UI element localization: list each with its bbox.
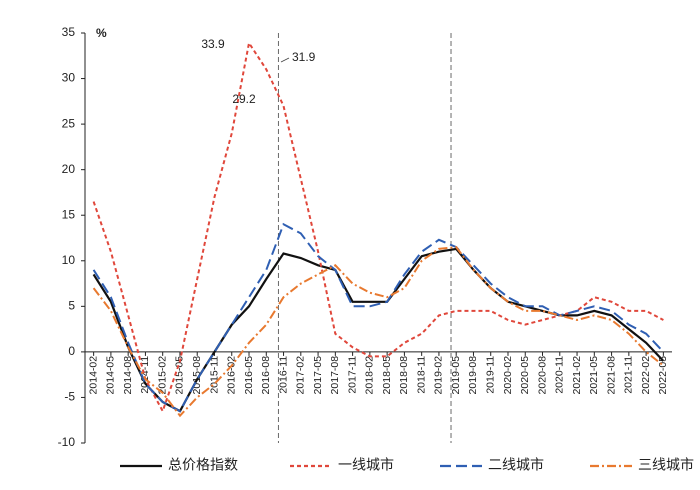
x-tick-label: 2017-11 (346, 356, 358, 394)
x-tick-label: 2020-08 (536, 356, 548, 395)
y-tick-label: -5 (64, 390, 75, 404)
y-tick-label: 20 (62, 162, 76, 176)
x-tick-label: 2018-02 (364, 356, 376, 395)
x-tick-label: 2017-02 (295, 356, 307, 395)
series-line (92, 246, 665, 418)
x-tick-label: 2021-08 (605, 356, 617, 395)
legend-label: 一线城市 (338, 457, 394, 473)
annotation: 29.2 (232, 92, 256, 106)
x-tick-label: 2018-05 (381, 356, 393, 395)
x-tick-label: 2020-02 (502, 356, 514, 395)
x-tick-label: 2019-08 (467, 356, 479, 395)
annotation: 33.9 (201, 37, 225, 51)
x-tick-label: 2017-05 (312, 356, 324, 395)
x-tick-label: 2016-05 (243, 356, 255, 395)
x-tick-label: 2020-05 (519, 356, 531, 395)
y-tick-label: 25 (62, 116, 76, 130)
x-tick-label: 2019-11 (485, 356, 497, 394)
x-tick-label: 2022-02 (640, 356, 652, 395)
x-tick-label: 2016-11 (277, 356, 289, 394)
y-tick-label: 30 (62, 71, 76, 85)
y-tick-label: 10 (62, 253, 76, 267)
y-tick-label: 35 (62, 25, 76, 39)
y-unit: % (96, 26, 107, 40)
x-tick-label: 2021-02 (571, 356, 583, 395)
legend-label: 三线城市 (638, 457, 694, 473)
annotation-leader (280, 57, 290, 63)
x-tick-label: 2018-11 (415, 356, 427, 394)
x-tick-label: 2022-05 (657, 356, 669, 395)
y-tick-label: 15 (62, 207, 76, 221)
x-tick-label: 2014-05 (105, 356, 117, 395)
x-tick-label: 2021-05 (588, 356, 600, 395)
x-tick-label: 2019-02 (433, 356, 445, 395)
series-line (92, 222, 665, 413)
x-tick-label: 2017-08 (329, 356, 341, 395)
series-line (92, 247, 665, 413)
annotation: 31.9 (292, 50, 316, 64)
x-tick-label: 2015-02 (156, 356, 168, 395)
x-tick-label: 2014-08 (122, 356, 134, 395)
y-tick-label: -10 (58, 435, 76, 449)
x-tick-label: 2021-11 (623, 356, 635, 394)
y-tick-label: 5 (68, 299, 75, 313)
legend-label: 二线城市 (488, 457, 544, 473)
x-tick-label: 2018-08 (398, 356, 410, 395)
x-tick-label: 2015-11 (208, 356, 220, 394)
x-tick-label: 2016-08 (260, 356, 272, 395)
legend-label: 总价格指数 (168, 457, 238, 473)
y-tick-label: 0 (68, 344, 75, 358)
x-tick-label: 2015-05 (174, 356, 186, 395)
x-tick-label: 2020-11 (554, 356, 566, 394)
x-tick-label: 2014-02 (87, 356, 99, 395)
x-tick-label: 2016-02 (226, 356, 238, 395)
x-tick-label: 2019-05 (450, 356, 462, 395)
